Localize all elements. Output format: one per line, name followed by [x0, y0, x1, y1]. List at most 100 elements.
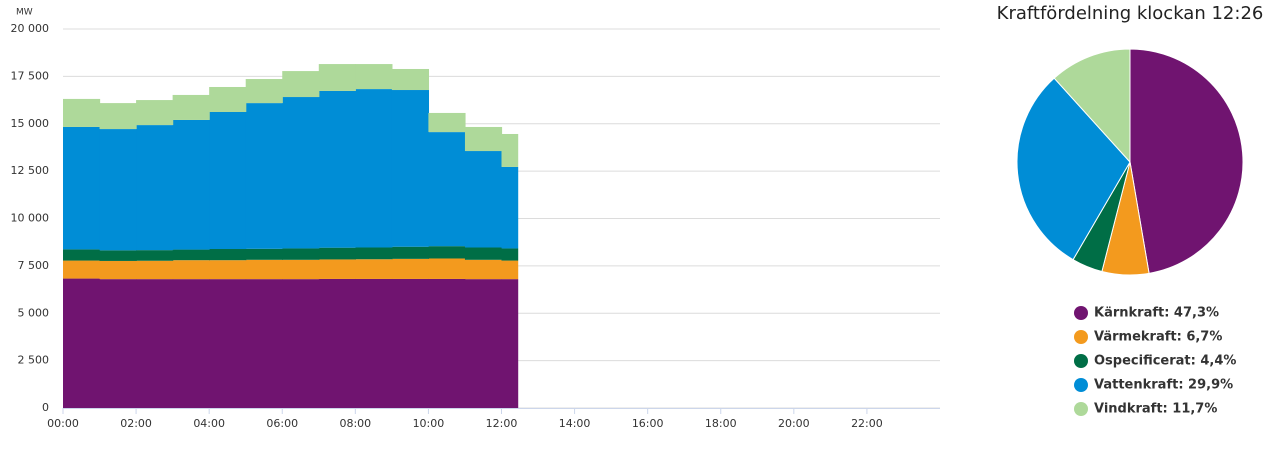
area-step: [99, 250, 137, 261]
y-tick-label: 15 000: [11, 117, 50, 130]
x-tick-label: 02:00: [120, 417, 152, 430]
area-step: [517, 279, 519, 408]
area-step: [428, 278, 466, 408]
pie-slice: [1053, 48, 1131, 164]
pie-slice: [1129, 48, 1244, 274]
area-step: [99, 103, 137, 130]
x-tick-label: 14:00: [559, 417, 591, 430]
area-step: [318, 278, 356, 408]
area-step: [209, 86, 247, 113]
area-step: [282, 248, 320, 260]
legend-marker: [1074, 402, 1088, 416]
area-step: [172, 260, 210, 280]
x-tick-label: 10:00: [413, 417, 445, 430]
area-step: [501, 166, 518, 249]
area-step: [136, 260, 174, 280]
area-step: [245, 279, 283, 408]
y-axis-label: MW: [16, 8, 33, 18]
y-tick-label: 7 500: [18, 259, 50, 272]
area-step: [428, 132, 466, 247]
x-tick-label: 20:00: [778, 417, 810, 430]
area-step: [517, 260, 519, 280]
area-step: [355, 89, 393, 248]
area-step: [245, 259, 283, 280]
area-step: [391, 68, 430, 91]
area-step: [136, 100, 174, 126]
y-tick-label: 5 000: [18, 306, 50, 319]
legend-marker: [1074, 306, 1088, 320]
x-tick-label: 22:00: [851, 417, 883, 430]
area-step: [209, 249, 247, 261]
area-step: [318, 247, 356, 260]
area-step: [501, 248, 518, 261]
area-step: [355, 259, 393, 279]
area-step: [464, 151, 503, 248]
legend-label: Ospecificerat: 4,4%: [1094, 354, 1236, 369]
legend-label: Vindkraft: 11,7%: [1094, 402, 1217, 417]
y-tick-label: 17 500: [11, 69, 50, 82]
area-step: [282, 279, 320, 408]
y-tick-label: 0: [42, 401, 49, 414]
area-step: [245, 79, 283, 104]
area-step: [517, 248, 519, 261]
area-step: [209, 112, 247, 250]
y-tick-label: 20 000: [11, 22, 50, 35]
area-step: [428, 258, 466, 279]
area-step: [99, 260, 137, 280]
legend-label: Värmekraft: 6,7%: [1094, 330, 1222, 345]
legend-label: Vattenkraft: 29,9%: [1094, 378, 1233, 393]
area-step: [464, 126, 503, 152]
x-tick-label: 18:00: [705, 417, 737, 430]
area-step: [391, 278, 430, 408]
area-step: [63, 249, 101, 261]
y-tick-label: 12 500: [11, 164, 50, 177]
area-step: [63, 278, 101, 408]
area-step: [99, 279, 137, 408]
area-step: [209, 260, 247, 280]
x-tick-label: 16:00: [632, 417, 664, 430]
area-step: [172, 94, 210, 120]
area-step: [245, 248, 283, 260]
x-tick-label: 12:00: [486, 417, 518, 430]
area-step: [282, 71, 320, 98]
area-step: [63, 260, 101, 279]
x-tick-label: 04:00: [193, 417, 225, 430]
area-step: [318, 64, 356, 91]
area-step: [209, 279, 247, 408]
area-step: [501, 279, 518, 408]
area-step: [318, 259, 356, 279]
x-tick-label: 06:00: [266, 417, 298, 430]
area-step: [517, 133, 519, 167]
area-step: [464, 279, 503, 408]
area-step: [464, 247, 503, 260]
area-step: [391, 246, 430, 259]
y-tick-label: 10 000: [11, 212, 50, 225]
area-step: [517, 166, 519, 249]
area-step: [282, 259, 320, 280]
x-tick-label: 08:00: [339, 417, 371, 430]
legend-marker: [1074, 378, 1088, 392]
area-step: [172, 279, 210, 408]
x-tick-label: 00:00: [47, 417, 79, 430]
legend-marker: [1074, 330, 1088, 344]
area-step: [391, 90, 430, 247]
area-step: [428, 246, 466, 259]
area-step: [355, 278, 393, 408]
area-step: [355, 247, 393, 260]
area-step: [391, 258, 430, 279]
area-step: [63, 98, 101, 127]
area-step: [172, 249, 210, 261]
y-tick-label: 2 500: [18, 354, 50, 367]
pie-title: Kraftfördelning klockan 12:26: [997, 3, 1264, 24]
legend-marker: [1074, 354, 1088, 368]
area-step: [318, 90, 356, 248]
legend-label: Kärnkraft: 47,3%: [1094, 306, 1219, 321]
area-step: [464, 259, 503, 280]
area-step: [245, 103, 283, 249]
area-step: [282, 97, 320, 249]
area-step: [501, 133, 518, 167]
area-step: [136, 125, 174, 251]
area-step: [63, 126, 101, 250]
area-step: [136, 279, 174, 408]
